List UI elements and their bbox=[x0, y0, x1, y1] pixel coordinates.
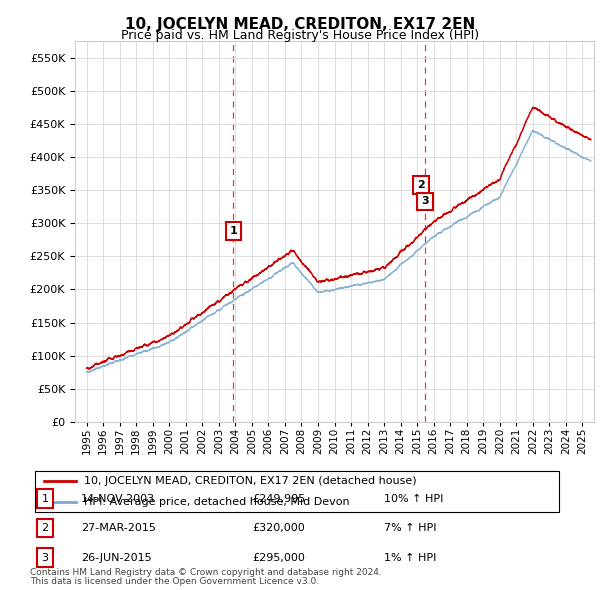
Text: 10% ↑ HPI: 10% ↑ HPI bbox=[384, 494, 443, 503]
FancyBboxPatch shape bbox=[35, 471, 559, 512]
Text: 7% ↑ HPI: 7% ↑ HPI bbox=[384, 523, 437, 533]
Text: 26-JUN-2015: 26-JUN-2015 bbox=[81, 553, 152, 562]
Text: 27-MAR-2015: 27-MAR-2015 bbox=[81, 523, 156, 533]
Text: 2: 2 bbox=[417, 180, 425, 190]
Text: 3: 3 bbox=[421, 196, 429, 206]
Text: This data is licensed under the Open Government Licence v3.0.: This data is licensed under the Open Gov… bbox=[30, 577, 319, 586]
Text: 1: 1 bbox=[229, 226, 237, 236]
Text: £320,000: £320,000 bbox=[252, 523, 305, 533]
Text: £295,000: £295,000 bbox=[252, 553, 305, 562]
Text: 3: 3 bbox=[41, 553, 49, 562]
Text: 1% ↑ HPI: 1% ↑ HPI bbox=[384, 553, 436, 562]
Text: 14-NOV-2003: 14-NOV-2003 bbox=[81, 494, 155, 503]
Text: HPI: Average price, detached house, Mid Devon: HPI: Average price, detached house, Mid … bbox=[84, 497, 350, 507]
Text: £249,995: £249,995 bbox=[252, 494, 305, 503]
Text: 1: 1 bbox=[41, 494, 49, 503]
Text: 10, JOCELYN MEAD, CREDITON, EX17 2EN (detached house): 10, JOCELYN MEAD, CREDITON, EX17 2EN (de… bbox=[84, 476, 416, 486]
Text: Price paid vs. HM Land Registry's House Price Index (HPI): Price paid vs. HM Land Registry's House … bbox=[121, 30, 479, 42]
Text: 2: 2 bbox=[41, 523, 49, 533]
Text: Contains HM Land Registry data © Crown copyright and database right 2024.: Contains HM Land Registry data © Crown c… bbox=[30, 568, 382, 577]
Text: 10, JOCELYN MEAD, CREDITON, EX17 2EN: 10, JOCELYN MEAD, CREDITON, EX17 2EN bbox=[125, 17, 475, 31]
